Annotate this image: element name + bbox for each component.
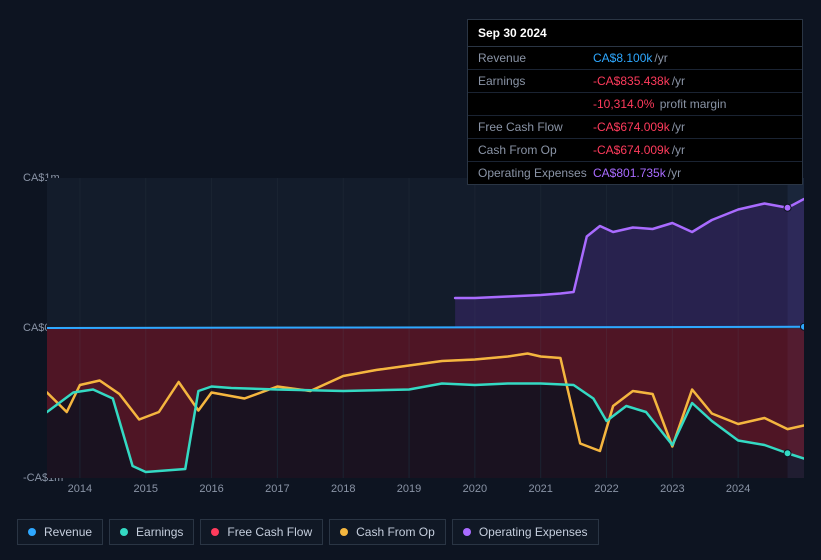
tooltip-submetric: -10,314.0% profit margin <box>478 97 792 111</box>
x-axis-label: 2015 <box>133 483 157 495</box>
legend-swatch <box>211 528 219 536</box>
legend-item-fcf[interactable]: Free Cash Flow <box>200 519 323 545</box>
tooltip-metric-value: CA$801.735k/yr <box>593 166 792 180</box>
tooltip-row: RevenueCA$8.100k/yr <box>468 47 802 70</box>
legend-swatch <box>120 528 128 536</box>
tooltip-metric-value: CA$8.100k/yr <box>593 51 792 65</box>
x-axis-label: 2020 <box>463 483 487 495</box>
legend-label: Operating Expenses <box>479 525 588 539</box>
chart-legend: Revenue Earnings Free Cash Flow Cash From O… <box>17 519 599 545</box>
tooltip-metric-label: Earnings <box>478 74 593 88</box>
chart-area[interactable]: CA$1mCA$0-CA$1m <box>17 158 804 500</box>
legend-swatch <box>340 528 348 536</box>
legend-swatch <box>463 528 471 536</box>
legend-swatch <box>28 528 36 536</box>
tooltip-row: Cash From Op-CA$674.009k/yr <box>468 139 802 162</box>
tooltip-metric-value: -CA$674.009k/yr <box>593 120 792 134</box>
tooltip-row: Free Cash Flow-CA$674.009k/yr <box>468 116 802 139</box>
x-axis-label: 2014 <box>68 483 92 495</box>
tooltip-metric-label: Revenue <box>478 51 593 65</box>
x-axis-label: 2017 <box>265 483 289 495</box>
x-axis-label: 2019 <box>397 483 421 495</box>
legend-label: Cash From Op <box>356 525 435 539</box>
tooltip-metric-label: Free Cash Flow <box>478 120 593 134</box>
legend-item-cfo[interactable]: Cash From Op <box>329 519 446 545</box>
legend-label: Free Cash Flow <box>227 525 312 539</box>
x-axis-label: 2023 <box>660 483 684 495</box>
tooltip-date: Sep 30 2024 <box>468 20 802 47</box>
legend-item-revenue[interactable]: Revenue <box>17 519 103 545</box>
tooltip-metric-value: -CA$835.438k/yr <box>593 74 792 88</box>
x-axis-label: 2018 <box>331 483 355 495</box>
tooltip-row: Operating ExpensesCA$801.735k/yr <box>468 162 802 184</box>
tooltip-subrow: -10,314.0% profit margin <box>468 93 802 116</box>
legend-item-opex[interactable]: Operating Expenses <box>452 519 599 545</box>
legend-item-earnings[interactable]: Earnings <box>109 519 194 545</box>
chart-tooltip: Sep 30 2024 RevenueCA$8.100k/yrEarnings-… <box>467 19 803 185</box>
line-chart <box>47 178 804 478</box>
x-axis-label: 2024 <box>726 483 750 495</box>
tooltip-metric-label: Cash From Op <box>478 143 593 157</box>
legend-label: Earnings <box>136 525 183 539</box>
tooltip-metric-label: Operating Expenses <box>478 166 593 180</box>
tooltip-row: Earnings-CA$835.438k/yr <box>468 70 802 93</box>
legend-label: Revenue <box>44 525 92 539</box>
x-axis-label: 2022 <box>594 483 618 495</box>
tooltip-metric-value: -CA$674.009k/yr <box>593 143 792 157</box>
x-axis-label: 2021 <box>528 483 552 495</box>
x-axis-label: 2016 <box>199 483 223 495</box>
